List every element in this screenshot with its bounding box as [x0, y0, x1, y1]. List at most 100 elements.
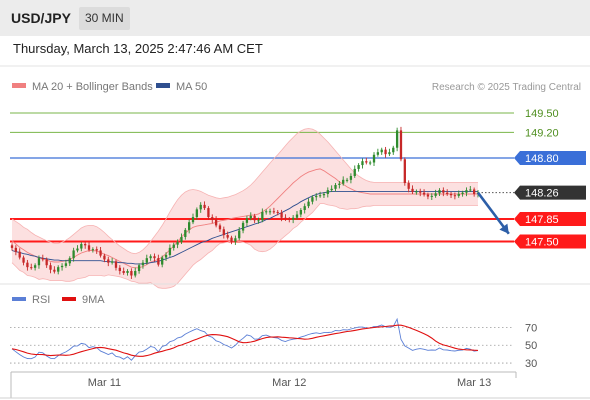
candle-body [449, 193, 453, 196]
candle-body [253, 215, 256, 221]
candle-body [161, 257, 164, 265]
candle-body [37, 258, 41, 266]
candle-body [315, 195, 318, 198]
candle-body [465, 190, 468, 193]
candle-body [457, 193, 460, 196]
candle-body [91, 249, 95, 251]
candle-body [342, 179, 345, 184]
candle-body [164, 254, 168, 258]
candle-body [137, 265, 141, 272]
candle-body [345, 179, 349, 181]
level-tag [514, 212, 586, 226]
candle-body [207, 208, 210, 218]
candle-body [361, 161, 364, 166]
candle-body [41, 258, 44, 260]
candle-body [353, 168, 356, 176]
candle-body [234, 238, 237, 242]
candle-body [365, 161, 368, 163]
candle-body [64, 263, 68, 266]
candle-body [99, 250, 102, 256]
candle-body [311, 197, 314, 202]
candle-body [122, 271, 125, 273]
candle-body [222, 229, 225, 236]
candle-body [145, 258, 148, 263]
candle-body [49, 265, 52, 270]
candle-body [284, 217, 287, 219]
candle-body [176, 242, 179, 245]
candle-body [411, 188, 414, 193]
candle-body [188, 222, 191, 230]
candle-body [419, 191, 422, 193]
candle-body [184, 229, 187, 237]
candle-body [453, 195, 457, 197]
candle-body [272, 211, 276, 213]
candle-body [14, 247, 18, 252]
candle-body [295, 214, 299, 218]
level-tag [514, 151, 586, 165]
rsi-tick-label: 50 [525, 340, 537, 352]
candle-body [157, 258, 160, 265]
level-tag [514, 185, 586, 200]
candle-body [261, 211, 264, 221]
bollinger-band-fill [12, 128, 478, 289]
rsi-line [11, 317, 479, 361]
candle-body [265, 211, 268, 213]
candle-body [299, 210, 302, 215]
timeframe-button[interactable]: 30 MIN [79, 7, 130, 30]
candle-body [384, 149, 387, 155]
candle-body [168, 247, 172, 255]
legend-swatch-9ma [62, 297, 76, 301]
candle-body [211, 217, 214, 220]
candle-body [461, 192, 464, 194]
level-label: 147.85 [525, 214, 559, 226]
candle-body [33, 265, 37, 268]
legend-main: MA 20 + Bollinger Bands MA 50 Research ©… [12, 81, 581, 93]
candle-body [469, 189, 472, 191]
candle-body [241, 222, 245, 231]
x-tick-label: Mar 13 [457, 377, 491, 389]
candle-body [226, 235, 229, 238]
candle-body [22, 257, 25, 263]
candle-body [307, 201, 310, 207]
candle-body [369, 162, 372, 164]
ma50-line [11, 190, 478, 265]
level-label: 149.50 [525, 108, 559, 120]
candle-body [388, 152, 391, 155]
candle-body [134, 271, 137, 276]
candle-body [118, 267, 121, 272]
candle-body [380, 149, 383, 153]
candle-body [395, 130, 399, 148]
candle-body [257, 220, 260, 222]
candle-body [422, 192, 426, 195]
research-credit: Research © 2025 Trading Central [432, 82, 581, 93]
candle-body [87, 245, 91, 250]
candle-body [76, 248, 79, 251]
candle-body [57, 267, 60, 272]
x-tick-label: Mar 12 [272, 377, 306, 389]
candle-body [288, 219, 291, 220]
legend-swatch-bb [12, 83, 26, 88]
x-tick-label: Mar 11 [88, 377, 121, 389]
candle-body [218, 225, 222, 230]
legend-swatch-ma50 [156, 83, 170, 88]
candle-body [303, 206, 306, 211]
level-label: 149.20 [525, 127, 559, 139]
candle-body [407, 183, 410, 189]
legend-label-9ma: 9MA [82, 294, 105, 306]
level-label: 148.80 [525, 153, 559, 165]
price-pane: 149.50 149.20 148.80 148.26 147.85 147.50 [10, 108, 586, 289]
candle-body [338, 183, 341, 185]
bollinger-upper-line [11, 128, 478, 255]
candle-body [318, 195, 322, 197]
candle-body [26, 262, 29, 268]
candle-body [95, 249, 98, 251]
candle-body [268, 211, 272, 213]
candle-body [149, 256, 152, 259]
candle-body [53, 269, 56, 272]
legend-label-bb: MA 20 + Bollinger Bands [32, 81, 153, 93]
candle-body [172, 244, 175, 248]
candle-body [153, 256, 156, 259]
candle-body [357, 165, 360, 169]
